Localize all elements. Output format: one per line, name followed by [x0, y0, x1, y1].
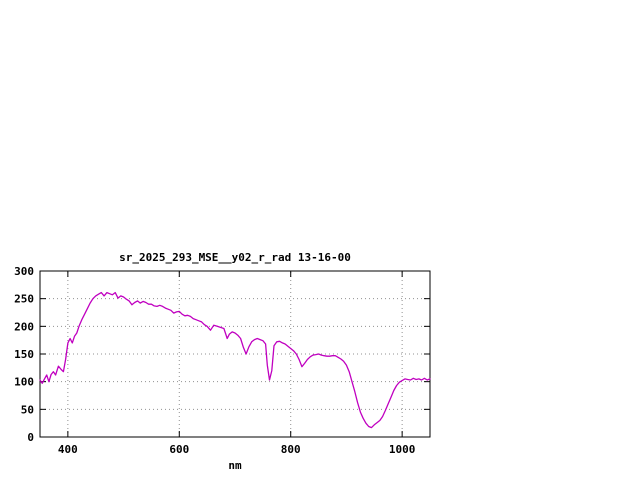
y-tick-label: 200 — [14, 320, 34, 333]
y-tick-label: 100 — [14, 376, 34, 389]
y-tick-label: 300 — [14, 265, 34, 278]
spectrum-curve — [39, 291, 431, 429]
y-tick-label: 250 — [14, 293, 34, 306]
y-tick-label: 150 — [14, 348, 34, 361]
x-tick-label: 400 — [58, 443, 78, 456]
x-axis-label: nm — [228, 459, 242, 472]
x-tick-label: 800 — [281, 443, 301, 456]
x-tick-label: 600 — [169, 443, 189, 456]
y-tick-label: 50 — [21, 403, 34, 416]
x-tick-label: 1000 — [389, 443, 416, 456]
chart-title: sr_2025_293_MSE__y02_r_rad 13-16-00 — [119, 251, 351, 264]
y-tick-label: 0 — [27, 431, 34, 444]
plot-border — [39, 270, 431, 438]
